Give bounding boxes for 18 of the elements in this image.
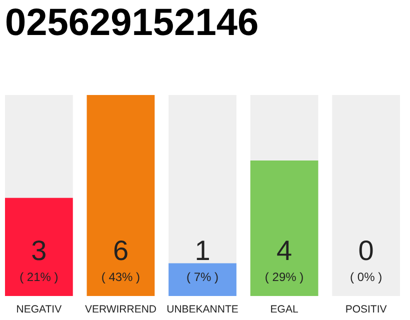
annotation: 1 [194, 235, 210, 266]
x-tick-label: EGAL [270, 304, 298, 316]
x-tick-label: VERWIRREND [84, 304, 157, 316]
chart-title: 025629152146 [5, 2, 259, 44]
annotation: 3 [31, 235, 47, 266]
annotation: 4 [276, 235, 292, 266]
data-label: ( 0% ) [350, 270, 382, 284]
annotation: 6 [112, 235, 129, 266]
bar [168, 263, 236, 296]
annotation: 0 [358, 235, 374, 266]
x-tick-label: POSITIV [345, 304, 387, 316]
data-label: ( 29% ) [264, 270, 304, 284]
bar [86, 95, 155, 296]
x-tick-label: UNBEKANNTE [166, 304, 238, 316]
data-label: ( 43% ) [101, 270, 140, 284]
data-label: ( 7% ) [186, 270, 219, 284]
x-tick-label: NEGATIV [16, 304, 62, 316]
data-label: ( 21% ) [20, 270, 58, 284]
